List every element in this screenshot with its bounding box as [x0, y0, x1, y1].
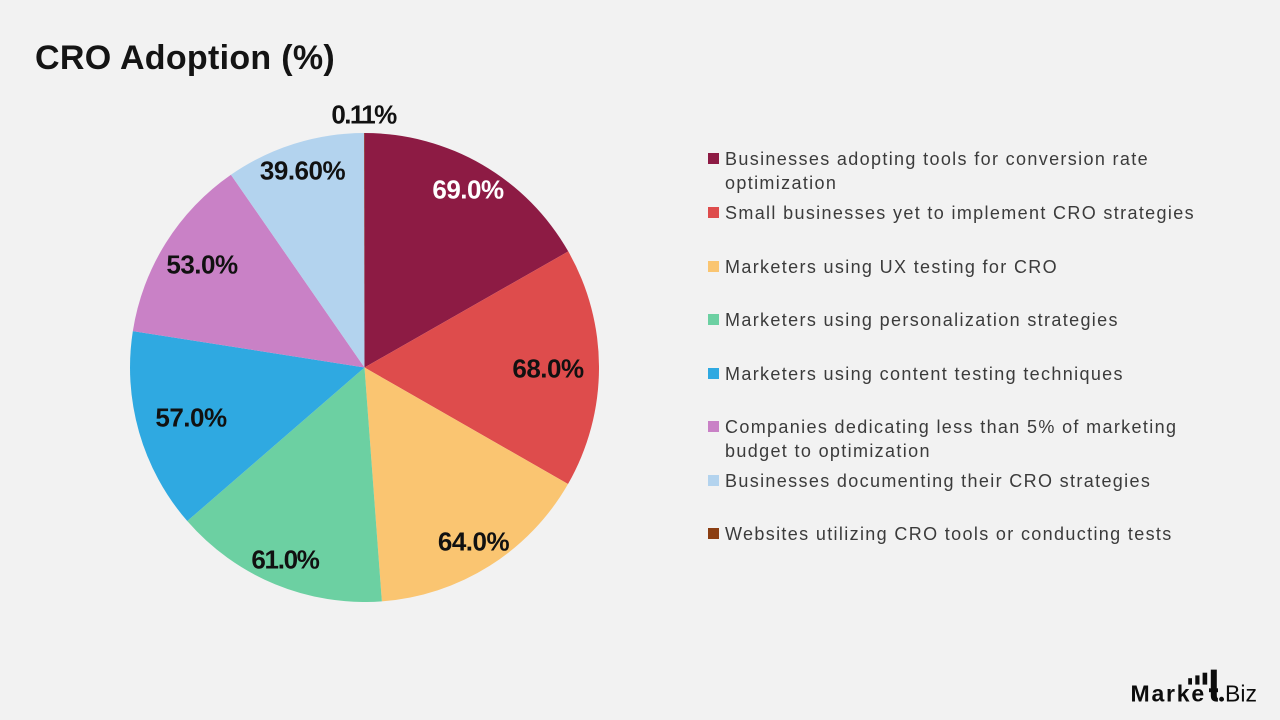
svg-text:Marke: Marke [1131, 681, 1206, 707]
svg-text:Biz: Biz [1225, 681, 1257, 707]
